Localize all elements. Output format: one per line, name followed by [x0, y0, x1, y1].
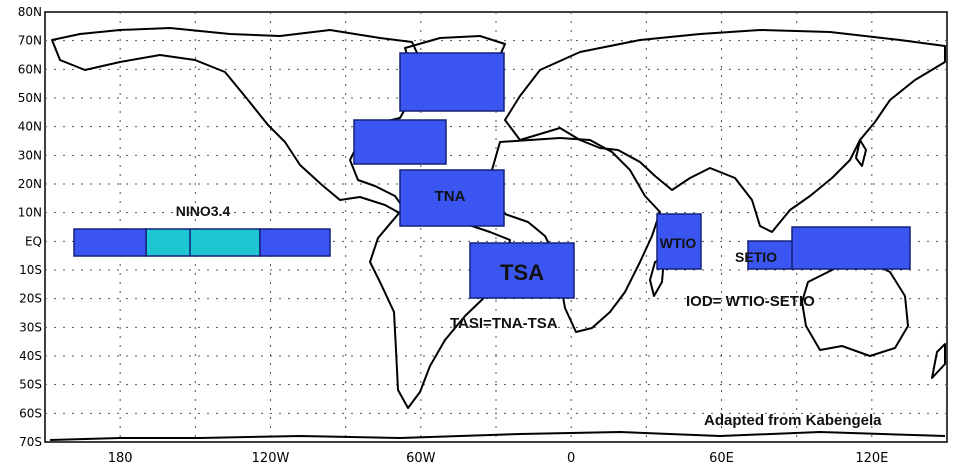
- credit-annotation: Adapted from Kabengela: [704, 412, 882, 429]
- australia-coast: [802, 262, 908, 356]
- lat-tick-label: 20S: [19, 292, 42, 306]
- lon-tick-label: 120E: [855, 451, 888, 466]
- lon-tick-label: 0: [567, 451, 575, 466]
- latitude-labels: 80N 70N 60N 50N 40N 30N 20N 10N EQ 10S 20S 30S 40S 50…: [18, 5, 42, 449]
- lat-tick-label: 10S: [19, 263, 42, 277]
- nino-west-box: [74, 229, 146, 256]
- north-atlantic-box: [400, 53, 504, 111]
- lat-tick-label: 40S: [19, 349, 42, 363]
- lat-tick-label: 30N: [18, 148, 42, 162]
- lat-tick-label: 70S: [19, 435, 42, 449]
- africa-coast: [492, 138, 660, 332]
- region-label-wtio: WTIO: [660, 235, 697, 251]
- lon-tick-label: 60E: [709, 451, 734, 466]
- lat-tick-label: 60N: [18, 62, 42, 76]
- lat-tick-label: EQ: [25, 234, 42, 248]
- nino-east-box: [260, 229, 330, 256]
- lat-tick-label: 50S: [19, 378, 42, 392]
- lat-tick-label: 60S: [19, 406, 42, 420]
- index-regions: [146, 170, 794, 298]
- lat-tick-label: 40N: [18, 120, 42, 134]
- setio-east-box: [792, 227, 910, 269]
- region-label-setio: SETIO: [735, 249, 777, 265]
- region-label-tna: TNA: [435, 188, 466, 205]
- lon-tick-label: 180: [108, 451, 133, 466]
- lat-tick-label: 80N: [18, 5, 42, 19]
- lat-tick-label: 50N: [18, 91, 42, 105]
- region-label-nino34: NINO3.4: [176, 203, 231, 219]
- mid-atlantic-box: [354, 120, 446, 164]
- antarctica-coast: [50, 432, 945, 440]
- lat-tick-label: 20N: [18, 177, 42, 191]
- lat-tick-label: 70N: [18, 34, 42, 48]
- lon-tick-label: 60W: [406, 451, 436, 466]
- lat-tick-label: 30S: [19, 320, 42, 334]
- region-box-nino34: [146, 229, 260, 256]
- south-america-coast: [370, 208, 510, 408]
- lon-tick-label: 120W: [252, 451, 290, 466]
- longitude-labels: 180120W60W060E120E180: [108, 451, 967, 466]
- iod-annotation: IOD= WTIO-SETIO: [686, 293, 815, 310]
- tasi-annotation: TASI=TNA-TSA: [450, 315, 558, 332]
- region-label-tsa: TSA: [500, 260, 544, 285]
- lat-tick-label: 10N: [18, 206, 42, 220]
- new-zealand-coast: [932, 344, 945, 378]
